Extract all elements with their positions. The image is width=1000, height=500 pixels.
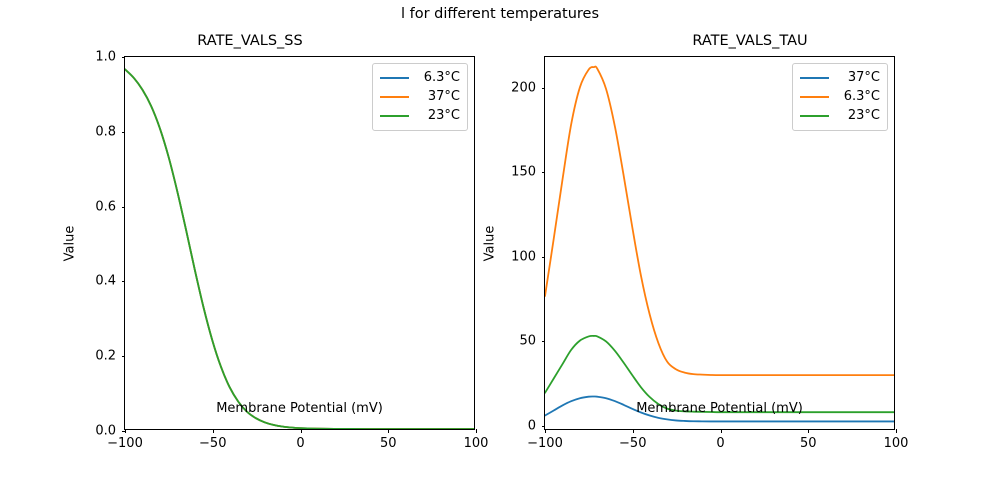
legend-item-left-1[interactable]: 37°C [380,87,460,106]
legend-swatch-orange [380,95,409,98]
y-ticklabel-left-4: 0.8 [95,124,116,140]
y-ticklabel-left-2: 0.4 [95,273,116,289]
subplot-rate-vals-tau: RATE_VALS_TAU Value −100 −50 0 50 100 0 … [482,0,1000,500]
subplot-right-x-axis-label: Membrane Potential (mV) [636,401,803,416]
legend-item-left-2[interactable]: 23°C [380,106,460,125]
subplot-right-y-axis-label: Value [482,225,498,262]
x-tick-left-3 [388,429,390,433]
legend-label-left-0: 6.3°C [423,70,460,85]
x-tick-right-0 [545,429,547,433]
y-tick-left-1 [121,356,125,358]
y-tick-left-0 [121,431,125,433]
y-tick-right-3 [541,172,545,174]
x-ticklabel-left-4: 100 [463,436,489,451]
x-ticklabel-right-3: 50 [799,436,817,451]
x-ticklabel-left-2: 0 [296,436,305,451]
legend-item-right-1[interactable]: 6.3°C [800,87,880,106]
x-tick-right-2 [720,429,722,433]
legend-label-right-0: 37°C [847,70,880,85]
x-ticklabel-right-2: 0 [716,436,725,451]
legend-item-right-2[interactable]: 23°C [800,106,880,125]
y-ticklabel-left-3: 0.6 [95,199,116,215]
legend-label-right-2: 23°C [847,108,880,123]
legend-swatch-blue [380,76,409,79]
x-ticklabel-left-0: −100 [107,436,143,451]
y-tick-right-4 [541,87,545,89]
x-tick-right-1 [632,429,634,433]
y-tick-left-2 [121,281,125,283]
series-line-23C [545,336,894,412]
y-tick-right-1 [541,341,545,343]
x-ticklabel-left-1: −50 [199,436,227,451]
y-ticklabel-right-2: 100 [511,249,536,265]
x-tick-right-4 [896,429,898,433]
y-tick-left-3 [121,206,125,208]
legend-left[interactable]: 6.3°C 37°C 23°C [372,63,468,131]
line-chart-right [545,57,894,429]
x-tick-right-3 [808,429,810,433]
series-line-23C [125,69,474,429]
subplot-left-y-axis-label: Value [62,225,78,262]
legend-swatch-green [380,114,409,117]
line-chart-left [125,57,474,429]
x-tick-left-4 [476,429,478,433]
subplot-right-title: RATE_VALS_TAU [692,33,808,49]
y-tick-left-5 [121,57,125,59]
subplot-rate-vals-ss: RATE_VALS_SS Value −100 −50 0 50 100 0.0… [62,33,488,452]
subplot-left-x-axis-label: Membrane Potential (mV) [216,401,383,416]
x-ticklabel-left-3: 50 [379,436,397,451]
legend-label-left-1: 37°C [427,89,460,104]
x-ticklabel-right-4: 100 [883,436,909,451]
legend-item-right-0[interactable]: 37°C [800,68,880,87]
subplot-left-title: RATE_VALS_SS [197,33,303,49]
figure-suptitle: l for different temperatures [400,6,600,22]
x-ticklabel-right-1: −50 [619,436,647,451]
y-ticklabel-left-0: 0.0 [95,423,116,439]
x-ticklabel-right-0: −100 [527,436,563,451]
y-ticklabel-right-4: 200 [511,80,536,95]
y-tick-right-2 [541,256,545,258]
legend-swatch-blue [800,76,829,79]
series-line-6.3C [545,67,894,376]
legend-right[interactable]: 37°C 6.3°C 23°C [792,63,888,131]
x-tick-left-1 [212,429,214,433]
y-ticklabel-right-0: 0 [527,418,536,434]
y-tick-left-4 [121,131,125,133]
legend-item-left-0[interactable]: 6.3°C [380,68,460,87]
legend-swatch-orange [800,95,829,98]
x-tick-left-0 [125,429,127,433]
legend-label-right-1: 6.3°C [843,89,880,104]
y-ticklabel-right-1: 50 [519,333,536,349]
x-tick-left-2 [300,429,302,433]
legend-label-left-2: 23°C [427,108,460,123]
plot-area-right: −100 −50 0 50 100 0 50 100 150 200 37°C [511,56,908,451]
y-ticklabel-left-5: 1.0 [95,49,116,65]
y-tick-right-0 [541,425,545,427]
legend-swatch-green [800,114,829,117]
y-ticklabel-left-1: 0.2 [95,348,116,364]
series-line-37C [545,396,894,421]
plot-area-left: −100 −50 0 50 100 0.0 0.2 0.4 0.6 0.8 1.… [95,50,488,452]
y-ticklabel-right-3: 150 [511,164,536,180]
